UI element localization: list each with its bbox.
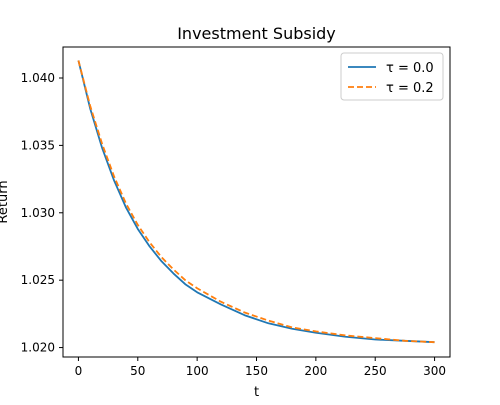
x-tick-label: 300	[423, 364, 446, 378]
y-tick-label: 1.025	[21, 273, 55, 287]
series-layer	[77, 60, 435, 344]
y-tick-label: 1.030	[21, 206, 55, 220]
series-line-1	[77, 60, 435, 344]
y-tick-label: 1.040	[21, 71, 55, 85]
x-tick-label: 200	[304, 364, 327, 378]
x-tick-label: 0	[75, 364, 83, 378]
axes-layer: 0 50 100 150 200 250 300 1.020 1.025 1.030 1.035 1.…	[21, 46, 451, 378]
y-tick-label: 1.020	[21, 341, 55, 355]
legend-label-2: τ = 0.2	[386, 81, 434, 96]
y-axis-label: Return	[0, 180, 11, 223]
x-tick-label: 250	[364, 364, 387, 378]
x-tick-label: 100	[186, 364, 209, 378]
legend: τ = 0.0 τ = 0.2	[340, 52, 444, 101]
x-tick-label: 150	[245, 364, 268, 378]
series-line-2	[77, 60, 435, 344]
chart-title: Investment Subsidy	[177, 24, 336, 43]
legend-box	[340, 52, 444, 101]
x-axis-label: t	[254, 385, 259, 400]
legend-label-1: τ = 0.0	[386, 61, 434, 76]
y-tick-label: 1.035	[21, 138, 55, 152]
x-tick-label: 50	[130, 364, 145, 378]
